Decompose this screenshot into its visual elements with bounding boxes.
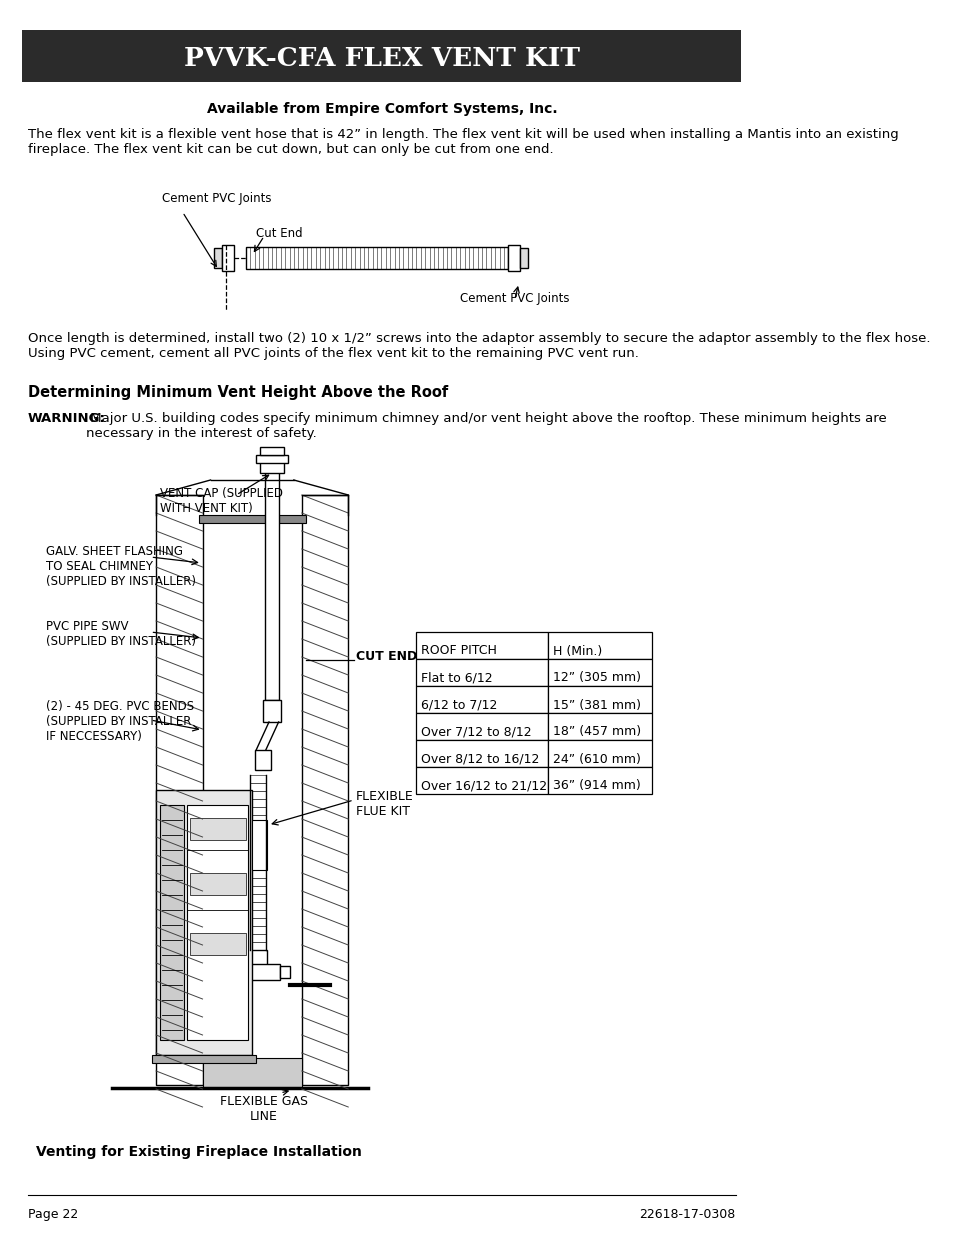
Text: H (Min.): H (Min.) [553, 645, 601, 657]
Bar [246, 247, 508, 269]
Bar [519, 248, 528, 268]
Bar [250, 918, 266, 926]
Text: 18” (457 mm): 18” (457 mm) [553, 725, 640, 739]
Text: Over 7/12 to 8/12: Over 7/12 to 8/12 [420, 725, 531, 739]
Text: Determining Minimum Vent Height Above the Roof: Determining Minimum Vent Height Above th… [28, 385, 448, 400]
Bar [548, 685, 652, 713]
Bar [252, 820, 266, 869]
Bar [198, 515, 306, 522]
Bar [548, 659, 652, 685]
Bar [260, 447, 284, 454]
Bar [548, 740, 652, 767]
Text: 15” (381 mm): 15” (381 mm) [553, 699, 640, 711]
Bar [250, 934, 266, 942]
Bar [22, 30, 740, 82]
Bar [250, 799, 266, 806]
Text: VENT CAP (SUPPLIED
WITH VENT KIT): VENT CAP (SUPPLIED WITH VENT KIT) [160, 487, 283, 515]
Bar [250, 878, 266, 887]
Text: FLEXIBLE
FLUE KIT: FLEXIBLE FLUE KIT [355, 790, 414, 818]
Bar [260, 454, 284, 473]
Bar [301, 495, 348, 1086]
Text: 22618-17-0308: 22618-17-0308 [639, 1208, 735, 1221]
Bar [280, 966, 290, 978]
Text: Once length is determined, install two (2) 10 x 1/2” screws into the adaptor ass: Once length is determined, install two (… [28, 332, 929, 359]
Bar [248, 965, 280, 981]
Text: Cement PVC Joints: Cement PVC Joints [162, 191, 271, 205]
Bar [250, 783, 266, 790]
Text: GALV. SHEET FLASHING
TO SEAL CHIMNEY
(SUPPLIED BY INSTALLER): GALV. SHEET FLASHING TO SEAL CHIMNEY (SU… [46, 545, 195, 588]
Text: Over 8/12 to 16/12: Over 8/12 to 16/12 [420, 752, 538, 766]
Bar [187, 805, 248, 1040]
Bar [416, 632, 548, 659]
Bar [250, 815, 266, 823]
Bar [250, 910, 266, 918]
Bar [160, 805, 184, 1040]
Bar [416, 659, 548, 685]
Text: FLEXIBLE GAS
LINE: FLEXIBLE GAS LINE [220, 1095, 308, 1123]
Text: 36” (914 mm): 36” (914 mm) [553, 779, 640, 793]
Bar [416, 767, 548, 794]
Text: WARNING:: WARNING: [28, 412, 106, 425]
Bar [250, 790, 266, 799]
Bar [202, 1058, 301, 1088]
Text: 6/12 to 7/12: 6/12 to 7/12 [420, 699, 497, 711]
Bar [416, 685, 548, 713]
Bar [416, 740, 548, 767]
Text: Venting for Existing Fireplace Installation: Venting for Existing Fireplace Installat… [35, 1145, 361, 1158]
Bar [156, 790, 252, 1055]
Bar [156, 495, 202, 1086]
Bar [250, 776, 266, 783]
Text: Cement PVC Joints: Cement PVC Joints [460, 291, 569, 305]
Bar [263, 700, 281, 722]
Text: ROOF PITCH: ROOF PITCH [420, 645, 497, 657]
Bar [250, 903, 266, 910]
Text: 12” (305 mm): 12” (305 mm) [553, 672, 640, 684]
Bar [250, 846, 266, 855]
Text: Cut End: Cut End [256, 227, 302, 240]
Bar [250, 831, 266, 839]
Bar [254, 750, 271, 769]
Bar [250, 871, 266, 878]
Bar [250, 894, 266, 903]
Text: Major U.S. building codes specify minimum chimney and/or vent height above the r: Major U.S. building codes specify minimu… [87, 412, 886, 440]
Bar [190, 818, 246, 840]
Bar [548, 713, 652, 740]
Bar [250, 942, 266, 950]
Text: PVVK-CFA FLEX VENT KIT: PVVK-CFA FLEX VENT KIT [184, 46, 579, 70]
Text: CUT END: CUT END [355, 651, 417, 663]
Bar [213, 248, 221, 268]
Bar [250, 926, 266, 934]
Text: 24” (610 mm): 24” (610 mm) [553, 752, 640, 766]
Bar [152, 1055, 256, 1063]
Bar [548, 767, 652, 794]
Bar [250, 839, 266, 846]
Bar [190, 932, 246, 955]
Text: Available from Empire Comfort Systems, Inc.: Available from Empire Comfort Systems, I… [207, 103, 557, 116]
Bar [250, 887, 266, 894]
Bar [250, 855, 266, 862]
Text: Over 16/12 to 21/12: Over 16/12 to 21/12 [420, 779, 547, 793]
Text: The flex vent kit is a flexible vent hose that is 42” in length. The flex vent k: The flex vent kit is a flexible vent hos… [28, 128, 898, 156]
Bar [250, 823, 266, 831]
Bar [548, 632, 652, 659]
Bar [265, 471, 279, 700]
Text: Page 22: Page 22 [28, 1208, 78, 1221]
Text: PVC PIPE SWV
(SUPPLIED BY INSTALLER): PVC PIPE SWV (SUPPLIED BY INSTALLER) [46, 620, 195, 648]
Text: Flat to 6/12: Flat to 6/12 [420, 672, 492, 684]
Bar [256, 454, 288, 463]
Bar [221, 245, 233, 270]
Bar [190, 873, 246, 895]
Bar [250, 862, 266, 871]
Bar [250, 806, 266, 815]
Bar [508, 245, 519, 270]
Bar [248, 950, 267, 965]
Text: (2) - 45 DEG. PVC BENDS
(SUPPLIED BY INSTALLER
IF NECCESSARY): (2) - 45 DEG. PVC BENDS (SUPPLIED BY INS… [46, 700, 193, 743]
Bar [416, 713, 548, 740]
